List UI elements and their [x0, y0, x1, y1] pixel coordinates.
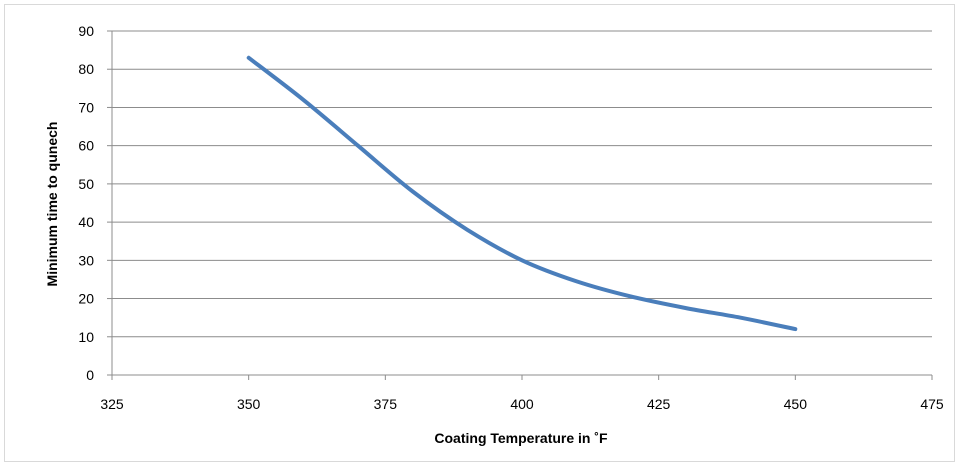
y-axis-title: Minimum time to qunech	[44, 122, 60, 287]
axes	[107, 30, 933, 380]
x-tick-label-475: 475	[920, 396, 944, 412]
y-tick-label-90: 90	[78, 23, 94, 39]
x-axis-title: Coating Temperature in ˚F	[434, 430, 608, 446]
y-tick-label-50: 50	[78, 176, 94, 192]
y-tick-label-40: 40	[78, 214, 94, 230]
x-tick-label-375: 375	[374, 396, 398, 412]
y-tick-label-60: 60	[78, 138, 94, 154]
chart-frame	[4, 4, 955, 462]
x-tick-label-400: 400	[510, 396, 534, 412]
y-tick-label-70: 70	[78, 99, 94, 115]
x-tick-labels: 325 350 375 400 425 450 475	[100, 396, 944, 412]
gridlines	[112, 30, 932, 338]
y-tick-label-80: 80	[78, 61, 94, 77]
y-tick-label-20: 20	[78, 291, 94, 307]
series-line-0	[246, 55, 798, 332]
y-tick-label-10: 10	[78, 329, 94, 345]
y-tick-labels: 0 10 20 30 40 50 60 70 80 90	[78, 23, 94, 383]
x-tick-label-325: 325	[100, 396, 124, 412]
y-tick-label-0: 0	[86, 367, 94, 383]
x-tick-label-425: 425	[647, 396, 671, 412]
x-tick-label-350: 350	[237, 396, 261, 412]
y-tick-label-30: 30	[78, 252, 94, 268]
x-tick-label-450: 450	[784, 396, 808, 412]
series-layer	[246, 55, 798, 332]
